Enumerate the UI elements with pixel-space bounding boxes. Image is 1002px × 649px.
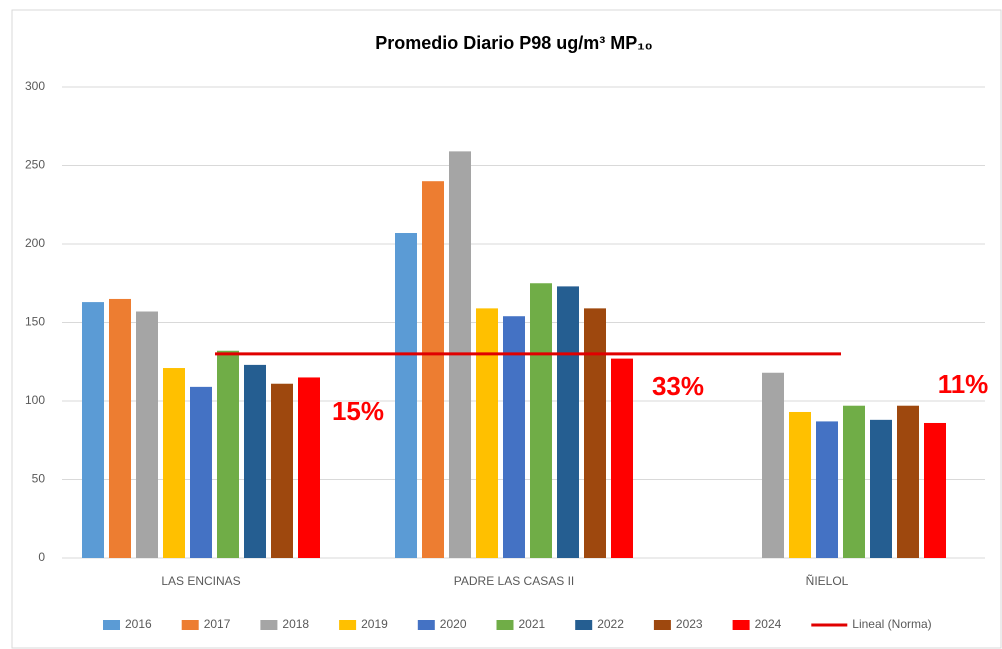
y-tick-label: 200 — [25, 236, 45, 250]
annotation: 33% — [652, 371, 704, 401]
bar — [843, 405, 865, 558]
bar — [395, 233, 417, 558]
x-tick-label: PADRE LAS CASAS II — [454, 574, 575, 588]
legend-swatch — [575, 620, 593, 630]
legend-label: Lineal (Norma) — [852, 617, 931, 631]
legend-swatch — [339, 620, 357, 630]
legend-label: 2020 — [440, 617, 467, 631]
legend-label: 2019 — [361, 617, 388, 631]
annotation: 11% — [938, 369, 989, 399]
bar — [870, 419, 892, 558]
bar — [611, 358, 633, 558]
bar — [244, 364, 266, 558]
legend-label: 2018 — [282, 617, 309, 631]
bar — [789, 411, 811, 558]
bar — [109, 298, 131, 558]
bar — [530, 283, 552, 558]
chart-title: Promedio Diario P98 ug/m³ MP₁₀ — [375, 33, 653, 53]
legend-label: 2021 — [519, 617, 546, 631]
legend-label: 2022 — [597, 617, 624, 631]
bar — [897, 405, 919, 558]
x-tick-label: LAS ENCINAS — [161, 574, 240, 588]
y-tick-label: 0 — [38, 550, 45, 564]
bar — [762, 372, 784, 558]
y-tick-label: 50 — [32, 472, 46, 486]
bar — [924, 422, 946, 558]
legend-swatch — [181, 620, 199, 630]
x-tick-label: ÑIELOL — [806, 574, 849, 588]
legend-label: 2016 — [125, 617, 152, 631]
y-tick-label: 250 — [25, 158, 45, 172]
bar — [217, 350, 239, 558]
bar — [422, 181, 444, 558]
legend-label: 2023 — [676, 617, 703, 631]
legend-swatch — [732, 620, 750, 630]
y-tick-label: 100 — [25, 393, 45, 407]
y-tick-label: 150 — [25, 315, 45, 329]
legend-swatch — [653, 620, 671, 630]
bar — [816, 421, 838, 558]
bar — [298, 377, 320, 558]
legend-swatch — [103, 620, 120, 630]
y-tick-label: 300 — [25, 79, 45, 93]
bar — [82, 302, 104, 558]
legend-swatch — [260, 620, 278, 630]
bar — [271, 383, 293, 558]
bar — [476, 308, 498, 558]
bar — [503, 316, 525, 558]
legend-label: 2024 — [755, 617, 782, 631]
legend-swatch — [417, 620, 435, 630]
bar — [557, 286, 579, 558]
annotation: 15% — [332, 396, 384, 426]
bar — [163, 368, 185, 558]
legend-label: 2017 — [204, 617, 231, 631]
legend-swatch — [496, 620, 514, 630]
bar — [136, 311, 158, 558]
bar — [190, 386, 212, 558]
bar — [584, 308, 606, 558]
